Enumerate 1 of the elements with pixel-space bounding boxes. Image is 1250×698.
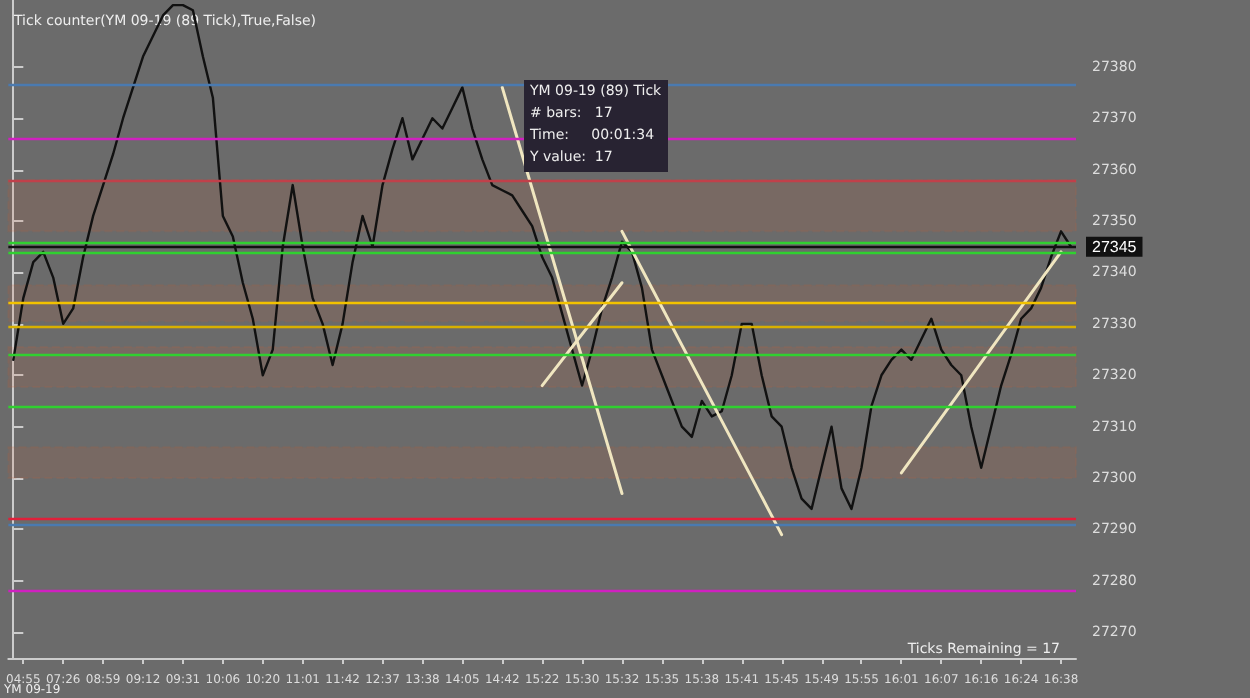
ref-line-label: 27345	[1092, 237, 1138, 256]
